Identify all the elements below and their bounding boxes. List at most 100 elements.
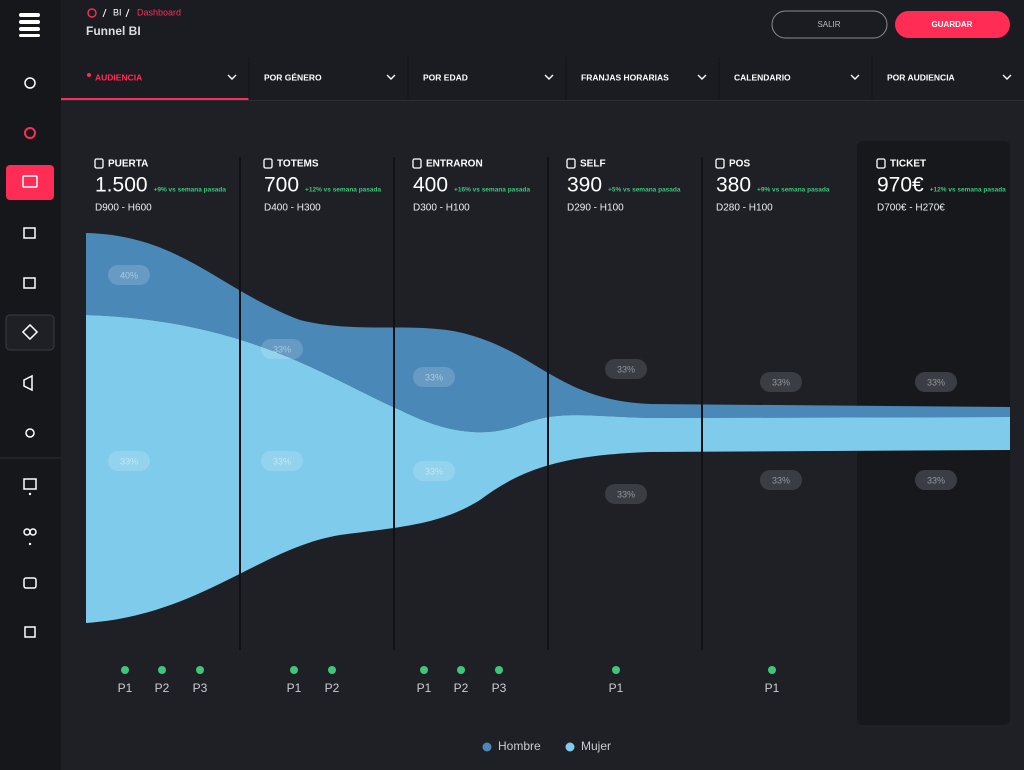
tab-label[interactable]: FRANJAS HORARIAS bbox=[581, 72, 669, 82]
point-label[interactable]: P2 bbox=[454, 681, 469, 695]
stage-name: TOTEMS bbox=[277, 159, 319, 170]
funnel-mujer bbox=[86, 315, 1010, 623]
nav-dot bbox=[28, 492, 32, 496]
breadcrumb-item[interactable]: BI bbox=[113, 7, 122, 17]
stage-icon bbox=[876, 158, 886, 169]
point-dot[interactable] bbox=[768, 666, 776, 674]
share-pill bbox=[760, 470, 802, 490]
nav-campaigns[interactable] bbox=[23, 374, 33, 392]
breadcrumb-item[interactable]: Dashboard bbox=[137, 7, 181, 17]
point-dot[interactable] bbox=[158, 666, 166, 674]
stage-detail: D900 - H600 bbox=[95, 203, 152, 214]
point-label[interactable]: P1 bbox=[609, 681, 624, 695]
share-pill bbox=[108, 265, 150, 285]
tab-chevron bbox=[850, 74, 860, 80]
tab-label[interactable]: AUDIENCIA bbox=[95, 72, 142, 82]
stage-icon bbox=[94, 158, 104, 169]
breadcrumb-home[interactable] bbox=[87, 8, 97, 18]
share-label: 33% bbox=[120, 456, 138, 466]
point-label[interactable]: P1 bbox=[287, 681, 302, 695]
share-label: 33% bbox=[617, 364, 635, 374]
share-pill bbox=[605, 484, 647, 504]
point-dot[interactable] bbox=[420, 666, 428, 674]
nav-icon bbox=[22, 175, 38, 188]
stage-detail: D400 - H300 bbox=[264, 203, 321, 214]
nav-icon bbox=[21, 323, 39, 341]
point-dot[interactable] bbox=[495, 666, 503, 674]
nav-dot bbox=[28, 542, 32, 546]
point-label[interactable]: P2 bbox=[325, 681, 340, 695]
nav-layout[interactable] bbox=[23, 478, 37, 490]
nav-chat[interactable] bbox=[23, 577, 37, 589]
point-dot[interactable] bbox=[612, 666, 620, 674]
nav-tags[interactable] bbox=[5, 314, 55, 351]
button-label[interactable]: GUARDAR bbox=[932, 20, 973, 29]
point-label[interactable]: P2 bbox=[155, 681, 170, 695]
nav-devices[interactable] bbox=[23, 227, 36, 239]
point-dot[interactable] bbox=[196, 666, 204, 674]
button-label[interactable]: SALIR bbox=[817, 20, 840, 29]
tab-chevron bbox=[544, 74, 554, 80]
point-dot[interactable] bbox=[290, 666, 298, 674]
point-label[interactable]: P3 bbox=[193, 681, 208, 695]
column-separators bbox=[239, 157, 703, 650]
stage-detail: D280 - H100 bbox=[716, 203, 773, 214]
point-label[interactable]: P1 bbox=[765, 681, 780, 695]
tab[interactable] bbox=[61, 57, 249, 100]
nav-settings[interactable] bbox=[25, 428, 35, 438]
point-label[interactable]: P1 bbox=[417, 681, 432, 695]
logo bbox=[19, 13, 40, 37]
tab-chevron bbox=[697, 74, 707, 80]
stage-name: POS bbox=[729, 159, 750, 170]
tab-label[interactable]: CALENDARIO bbox=[734, 72, 791, 82]
nav-dashboard[interactable] bbox=[24, 77, 36, 89]
share-label: 33% bbox=[617, 489, 635, 499]
share-pill bbox=[413, 367, 455, 387]
share-label: 33% bbox=[273, 344, 291, 354]
button-exit[interactable] bbox=[771, 10, 888, 39]
share-label: 33% bbox=[273, 456, 291, 466]
share-label: 33% bbox=[425, 466, 443, 476]
share-pill bbox=[605, 359, 647, 379]
stage-icon bbox=[715, 158, 725, 169]
point-label[interactable]: P3 bbox=[492, 681, 507, 695]
share-pill bbox=[261, 451, 303, 471]
point-label[interactable]: P1 bbox=[118, 681, 133, 695]
tab-chevron bbox=[227, 74, 237, 80]
legend-swatch bbox=[565, 742, 575, 752]
stage-name: TICKET bbox=[890, 159, 926, 170]
legend-swatch bbox=[482, 742, 492, 752]
header bbox=[61, 0, 1024, 57]
share-pill bbox=[261, 339, 303, 359]
stage-change: +16% vs semana pasada bbox=[454, 187, 530, 194]
point-dot[interactable] bbox=[121, 666, 129, 674]
nav-calendar[interactable] bbox=[23, 277, 36, 289]
point-dot[interactable] bbox=[328, 666, 336, 674]
breadcrumb-separator bbox=[125, 8, 130, 18]
legend-label: Mujer bbox=[581, 739, 611, 753]
nav-seat[interactable] bbox=[24, 626, 36, 638]
tab-underline bbox=[61, 98, 249, 100]
share-label: 33% bbox=[927, 475, 945, 485]
stage-value: 1.500 bbox=[95, 174, 148, 197]
button-save[interactable] bbox=[895, 11, 1010, 38]
tab-chevron bbox=[1002, 74, 1012, 80]
tab-label[interactable]: POR EDAD bbox=[423, 72, 468, 82]
breadcrumb-separator bbox=[102, 8, 107, 18]
nav-funnel[interactable] bbox=[24, 127, 36, 139]
point-dot[interactable] bbox=[457, 666, 465, 674]
tab-label[interactable]: POR GÉNERO bbox=[264, 72, 322, 82]
stage-value: 390 bbox=[567, 174, 602, 197]
legend-label: Hombre bbox=[498, 739, 541, 753]
stage-value: 400 bbox=[413, 174, 448, 197]
share-label: 40% bbox=[120, 270, 138, 280]
tab-label[interactable]: POR AUDIENCIA bbox=[887, 72, 955, 82]
stage-detail: D300 - H100 bbox=[413, 203, 470, 214]
nav-active[interactable] bbox=[6, 165, 54, 200]
stage-change: +9% vs semana pasada bbox=[154, 187, 227, 194]
stage-change: +12% vs semana pasada bbox=[305, 187, 381, 194]
tab-icon bbox=[87, 73, 91, 77]
share-label: 33% bbox=[772, 475, 790, 485]
